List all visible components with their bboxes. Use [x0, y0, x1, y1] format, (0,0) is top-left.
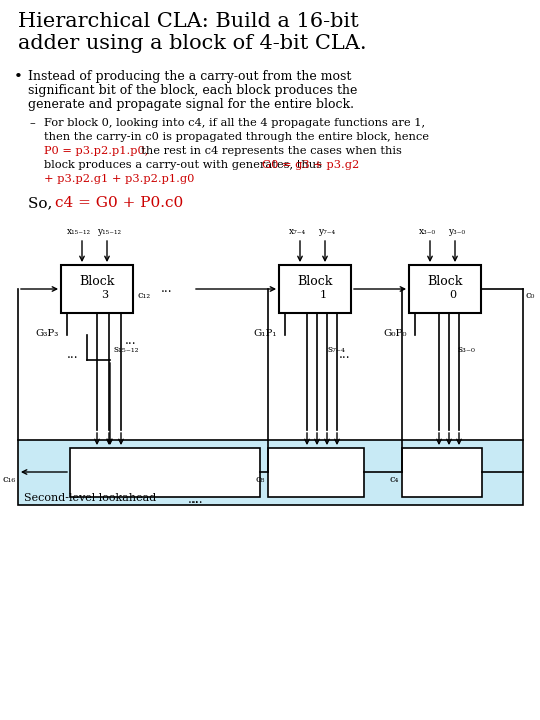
Text: x₁₅₋₁₂: x₁₅₋₁₂	[67, 227, 91, 236]
Text: 1: 1	[320, 290, 327, 300]
Text: G₁P₁: G₁P₁	[253, 329, 277, 338]
Text: c₈: c₈	[255, 475, 265, 485]
Text: s₁₅₋₁₂: s₁₅₋₁₂	[113, 345, 138, 354]
Text: Block: Block	[427, 275, 463, 288]
Bar	[268, 448, 364, 497]
Text: Instead of producing the a carry-out from the most: Instead of producing the a carry-out fro…	[28, 70, 352, 83]
Text: x₃₋₀: x₃₋₀	[418, 227, 436, 236]
Text: the rest in c4 represents the cases when this: the rest in c4 represents the cases when…	[134, 146, 402, 156]
Text: c4 = G0 + P0.c0: c4 = G0 + P0.c0	[55, 196, 183, 210]
Text: G0 = g3 + p3.g2: G0 = g3 + p3.g2	[262, 160, 359, 170]
Text: ...: ...	[188, 493, 200, 506]
Text: s₃₋₀: s₃₋₀	[457, 345, 475, 354]
Text: –: –	[30, 118, 36, 128]
Text: y₃₋₀: y₃₋₀	[448, 227, 465, 236]
Text: y₁₅₋₁₂: y₁₅₋₁₂	[97, 227, 121, 236]
Text: c₀: c₀	[526, 290, 535, 300]
Text: So,: So,	[28, 196, 57, 210]
Bar	[70, 448, 260, 497]
Text: ...: ...	[67, 348, 79, 361]
Bar	[18, 440, 523, 505]
Text: G₃P₃: G₃P₃	[36, 329, 59, 338]
Text: ...: ...	[192, 493, 204, 506]
Bar	[61, 265, 133, 313]
Text: + p3.p2.g1 + p3.p2.p1.g0: + p3.p2.g1 + p3.p2.p1.g0	[44, 174, 194, 184]
Text: x₇₋₄: x₇₋₄	[288, 227, 306, 236]
Text: ...: ...	[125, 333, 137, 346]
Bar	[402, 448, 482, 497]
Text: For block 0, looking into c4, if all the 4 propagate functions are 1,: For block 0, looking into c4, if all the…	[44, 118, 425, 128]
Text: s₇₋₄: s₇₋₄	[327, 345, 345, 354]
Text: Block: Block	[79, 275, 114, 288]
Text: c₁₂: c₁₂	[138, 290, 151, 300]
Text: 0: 0	[449, 290, 456, 300]
Text: adder using a block of 4-bit CLA.: adder using a block of 4-bit CLA.	[18, 34, 367, 53]
Text: c₄: c₄	[390, 475, 399, 485]
Text: 3: 3	[102, 290, 109, 300]
Text: P0 = p3.p2.p1.p0,: P0 = p3.p2.p1.p0,	[44, 146, 148, 156]
Text: ...: ...	[161, 282, 173, 295]
Text: ...: ...	[339, 348, 351, 361]
Text: •: •	[14, 70, 23, 84]
Text: y₇₋₄: y₇₋₄	[319, 227, 335, 236]
Bar	[409, 265, 481, 313]
Text: c₁₆: c₁₆	[3, 475, 16, 485]
Text: generate and propagate signal for the entire block.: generate and propagate signal for the en…	[28, 98, 354, 111]
Text: significant bit of the block, each block produces the: significant bit of the block, each block…	[28, 84, 357, 97]
Text: block produces a carry-out with generates, thus: block produces a carry-out with generate…	[44, 160, 326, 170]
Text: Second-level lookahead: Second-level lookahead	[24, 493, 156, 503]
Text: Block: Block	[298, 275, 333, 288]
Text: Hierarchical CLA: Build a 16-bit: Hierarchical CLA: Build a 16-bit	[18, 12, 359, 31]
Text: then the carry-in c0 is propagated through the entire block, hence: then the carry-in c0 is propagated throu…	[44, 132, 429, 142]
Text: G₀P₀: G₀P₀	[383, 329, 407, 338]
Bar	[279, 265, 351, 313]
